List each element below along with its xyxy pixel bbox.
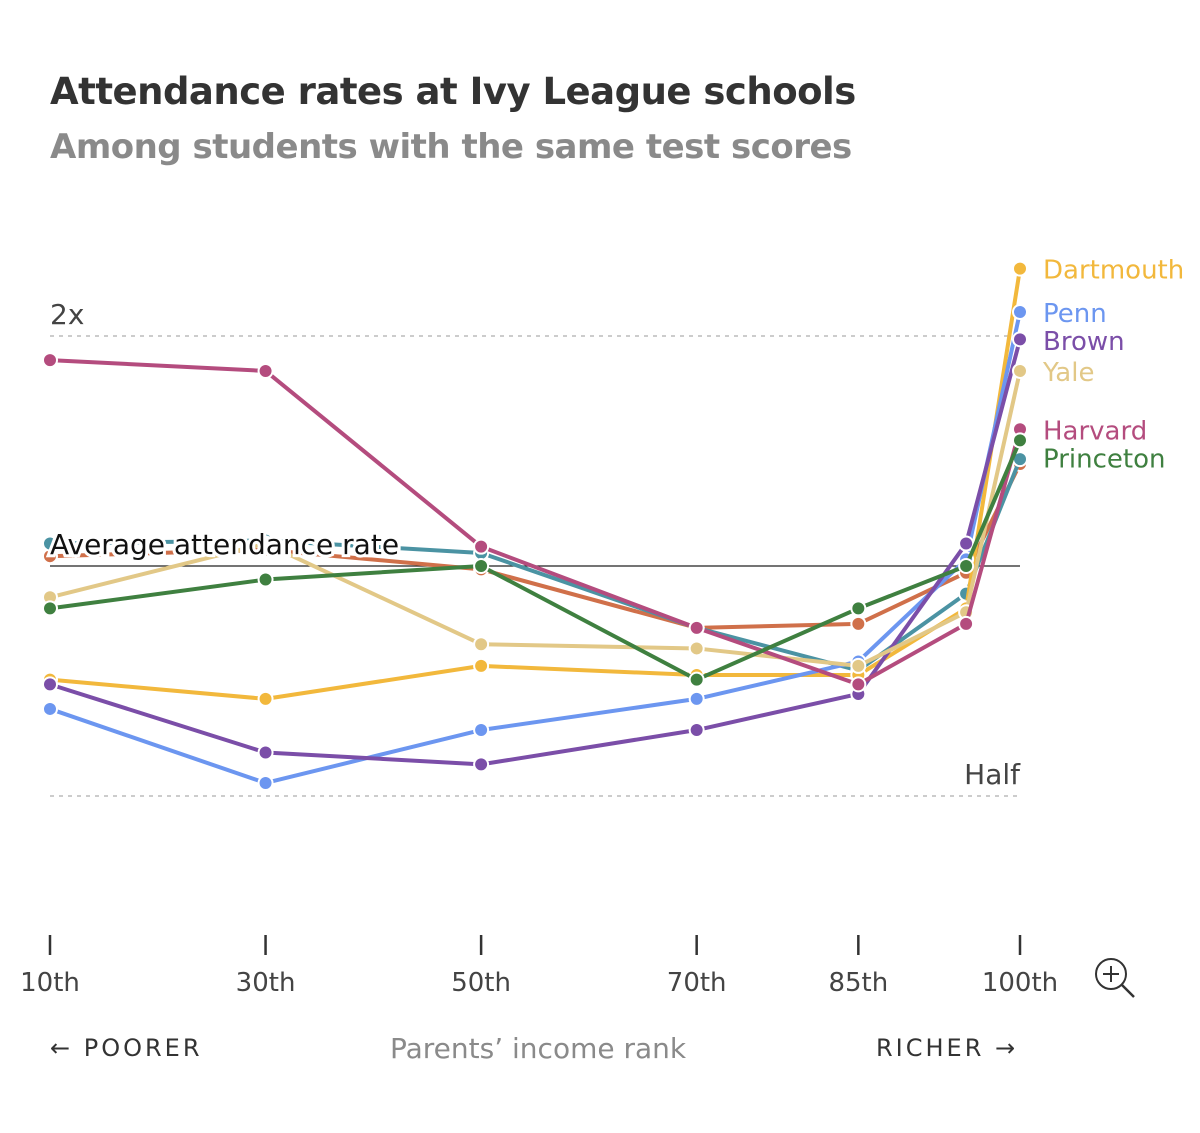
x-tick-label: 30th xyxy=(236,968,296,998)
series-lines xyxy=(42,260,1028,791)
data-point-yale xyxy=(257,535,274,552)
data-point-brown xyxy=(958,535,975,552)
data-point-princeton xyxy=(42,600,58,617)
x-tick-label: 10th xyxy=(20,968,80,998)
series-label-harvard: Harvard xyxy=(1043,416,1147,446)
x-tick-label: 85th xyxy=(828,968,888,998)
data-point-yale xyxy=(688,640,705,657)
data-point-penn xyxy=(42,700,58,717)
data-point-harvard xyxy=(850,676,867,693)
data-point-yale xyxy=(473,636,490,653)
richer-direction-label: RICHER → xyxy=(876,1034,1019,1062)
data-point-princeton xyxy=(850,600,867,617)
x-tick-label: 70th xyxy=(667,968,727,998)
series-label-yale: Yale xyxy=(1042,358,1094,388)
series-line-dartmouth xyxy=(48,266,1022,701)
data-point-harvard xyxy=(42,352,58,369)
data-point-princeton xyxy=(473,558,490,574)
series-label-dartmouth: Dartmouth xyxy=(1043,256,1184,286)
data-point-dartmouth xyxy=(473,657,490,674)
series-harvard xyxy=(42,352,1028,693)
reference-label-2x: 2x xyxy=(50,298,84,331)
series-labels: Average attendance rate Dartmouth PennBrow… xyxy=(47,256,1184,564)
series-label-brown: Brown xyxy=(1043,327,1125,357)
poorer-direction-label: ← POORER xyxy=(50,1034,203,1062)
series-label-penn: Penn xyxy=(1043,299,1107,329)
reference-lines: 2x Half xyxy=(50,298,1021,797)
data-point-yale xyxy=(1012,362,1028,379)
data-point-brown xyxy=(257,744,274,761)
data-point-harvard xyxy=(257,362,274,379)
series-brown xyxy=(42,331,1028,773)
data-point-penn xyxy=(473,722,490,739)
data-point-brown xyxy=(473,756,490,773)
data-point-penn xyxy=(257,774,274,791)
series-yale xyxy=(42,362,1028,674)
reference-label-half: Half xyxy=(964,758,1021,791)
series-line-cornell xyxy=(48,457,1022,673)
x-axis: 10th 30th 50th 70th 85th 100th xyxy=(20,935,1058,998)
chart-subtitle: Among students with the same test scores xyxy=(50,127,852,167)
data-point-princeton xyxy=(688,671,705,688)
data-point-harvard xyxy=(473,538,490,555)
series-label-princeton: Princeton xyxy=(1043,444,1165,474)
data-point-dartmouth xyxy=(1012,260,1028,277)
series-line-yale xyxy=(48,368,1022,668)
x-axis-title: Parents’ income rank xyxy=(390,1032,687,1065)
data-point-columbia xyxy=(850,615,867,632)
series-line-harvard xyxy=(48,358,1022,687)
data-point-princeton xyxy=(958,558,975,574)
data-point-harvard xyxy=(958,615,975,632)
x-tick-label: 50th xyxy=(451,968,511,998)
data-point-yale xyxy=(850,657,867,674)
data-point-brown xyxy=(42,676,58,693)
data-point-penn xyxy=(1012,304,1028,321)
series-princeton xyxy=(42,432,1028,688)
data-point-harvard xyxy=(688,619,705,636)
data-point-dartmouth xyxy=(257,690,274,707)
data-point-princeton xyxy=(1012,432,1028,449)
data-point-princeton xyxy=(257,571,274,588)
x-tick-label: 100th xyxy=(982,968,1058,998)
reference-label-average-attendance-rate: Average attendance rate xyxy=(50,528,399,561)
zoom-in-icon[interactable] xyxy=(1092,955,1138,1001)
data-point-penn xyxy=(688,690,705,707)
data-point-brown xyxy=(688,722,705,739)
data-point-cornell xyxy=(42,535,58,552)
chart-title: Attendance rates at Ivy League schools xyxy=(50,70,856,113)
data-point-brown xyxy=(1012,331,1028,348)
